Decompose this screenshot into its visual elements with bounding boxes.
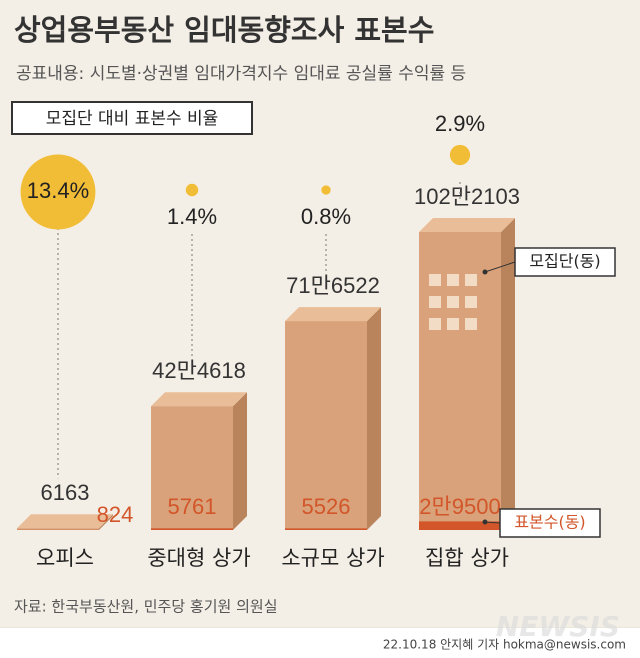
window [447, 318, 459, 330]
ratio-bubble [185, 183, 199, 197]
window [465, 318, 477, 330]
ratio-label: 2.9% [435, 111, 485, 136]
x-tick-label: 중대형 상가 [147, 546, 250, 570]
legend-leader [484, 261, 516, 273]
x-tick-label: 오피스 [36, 546, 94, 570]
sample-label: 5526 [302, 494, 351, 519]
window [465, 274, 477, 286]
ratio-title: 모집단 대비 표본수 비율 [46, 109, 219, 129]
sample-bar [151, 528, 233, 530]
bar-side [99, 514, 113, 530]
sample-label: 5761 [168, 494, 217, 519]
sample-label: 824 [97, 502, 134, 527]
footer-band [0, 628, 640, 658]
legend-box [499, 508, 601, 538]
window [465, 296, 477, 308]
legend-box [514, 247, 616, 277]
window [429, 318, 441, 330]
chart-title: 상업용부동산 임대동향조사 표본수 [14, 13, 434, 47]
bar [151, 406, 233, 530]
bar [285, 321, 367, 530]
sample-bar [419, 521, 501, 530]
legend-dot [482, 519, 488, 525]
window [429, 296, 441, 308]
x-tick-label: 집합 상가 [425, 546, 509, 570]
legend-label: 모집단(동) [529, 252, 600, 271]
bar-top [285, 307, 381, 322]
bar [17, 528, 99, 530]
sample-label: 2만9500 [419, 494, 500, 519]
window [429, 274, 441, 286]
ratio-bubble [321, 185, 331, 195]
population-label: 71만6522 [286, 273, 380, 298]
ratio-bubble [20, 154, 96, 230]
credit: 22.10.18 안지혜 기자 hokma@newsis.com [383, 638, 626, 652]
population-label: 102만2103 [414, 184, 520, 209]
ratio-label: 13.4% [27, 178, 89, 203]
legend-label: 표본수(동) [514, 513, 585, 532]
legend-dot [482, 269, 488, 275]
legend-leader [484, 521, 501, 524]
ratio-label: 0.8% [301, 204, 351, 229]
watermark: NEWSIS [496, 610, 620, 643]
bar-top [17, 514, 113, 529]
bar-top [151, 392, 247, 407]
window [447, 274, 459, 286]
bar-side [501, 218, 515, 530]
population-label: 6163 [41, 480, 90, 505]
source: 자료: 한국부동산원, 민주당 홍기원 의원실 [14, 598, 278, 616]
population-label: 42만4618 [152, 358, 246, 383]
bar-side [367, 307, 381, 530]
ratio-label: 1.4% [167, 204, 217, 229]
window [447, 296, 459, 308]
subtitle: 공표내용: 시도별·상권별 임대가격지수 임대료 공실률 수익률 등 [16, 64, 466, 84]
ratio-title-box [11, 101, 253, 135]
bar-side [233, 392, 247, 530]
sample-bar [285, 528, 367, 530]
bar-top [419, 218, 515, 232]
ratio-bubble [449, 144, 471, 166]
x-tick-label: 소규모 상가 [281, 546, 384, 570]
